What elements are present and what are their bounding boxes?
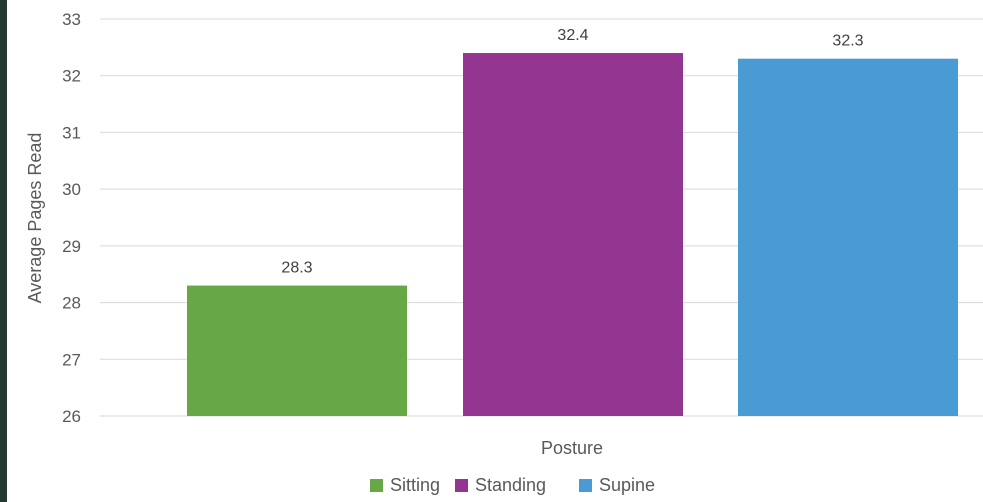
- data-label-sitting: 28.3: [281, 260, 312, 277]
- y-tick-label: 30: [62, 180, 81, 199]
- bar-standing: [463, 53, 683, 417]
- bar-sitting: [187, 285, 407, 416]
- legend-label-standing: Standing: [475, 475, 546, 495]
- legend: Sitting Standing Supine: [370, 475, 655, 495]
- bars: [187, 53, 958, 417]
- legend-label-supine: Supine: [599, 475, 655, 495]
- y-tick-label: 28: [62, 294, 81, 313]
- y-tick-label: 33: [62, 10, 81, 29]
- bar-supine: [738, 58, 958, 416]
- data-label-standing: 32.4: [557, 27, 588, 44]
- window-edge-strip: [0, 0, 7, 502]
- y-axis-title: Average Pages Read: [25, 133, 45, 304]
- legend-label-sitting: Sitting: [390, 475, 440, 495]
- y-tick-label: 27: [62, 350, 81, 369]
- y-axis-tick-labels: 26 27 28 29 30 31 32 33: [62, 10, 81, 426]
- legend-swatch-supine: [579, 479, 592, 492]
- y-tick-label: 29: [62, 237, 81, 256]
- y-tick-label: 31: [62, 123, 81, 142]
- legend-swatch-sitting: [370, 479, 383, 492]
- data-labels: 28.3 32.4 32.3: [281, 27, 863, 277]
- y-tick-label: 26: [62, 407, 81, 426]
- y-tick-label: 32: [62, 67, 81, 86]
- data-label-supine: 32.3: [832, 33, 863, 50]
- x-axis-title: Posture: [541, 438, 603, 458]
- legend-swatch-standing: [455, 479, 468, 492]
